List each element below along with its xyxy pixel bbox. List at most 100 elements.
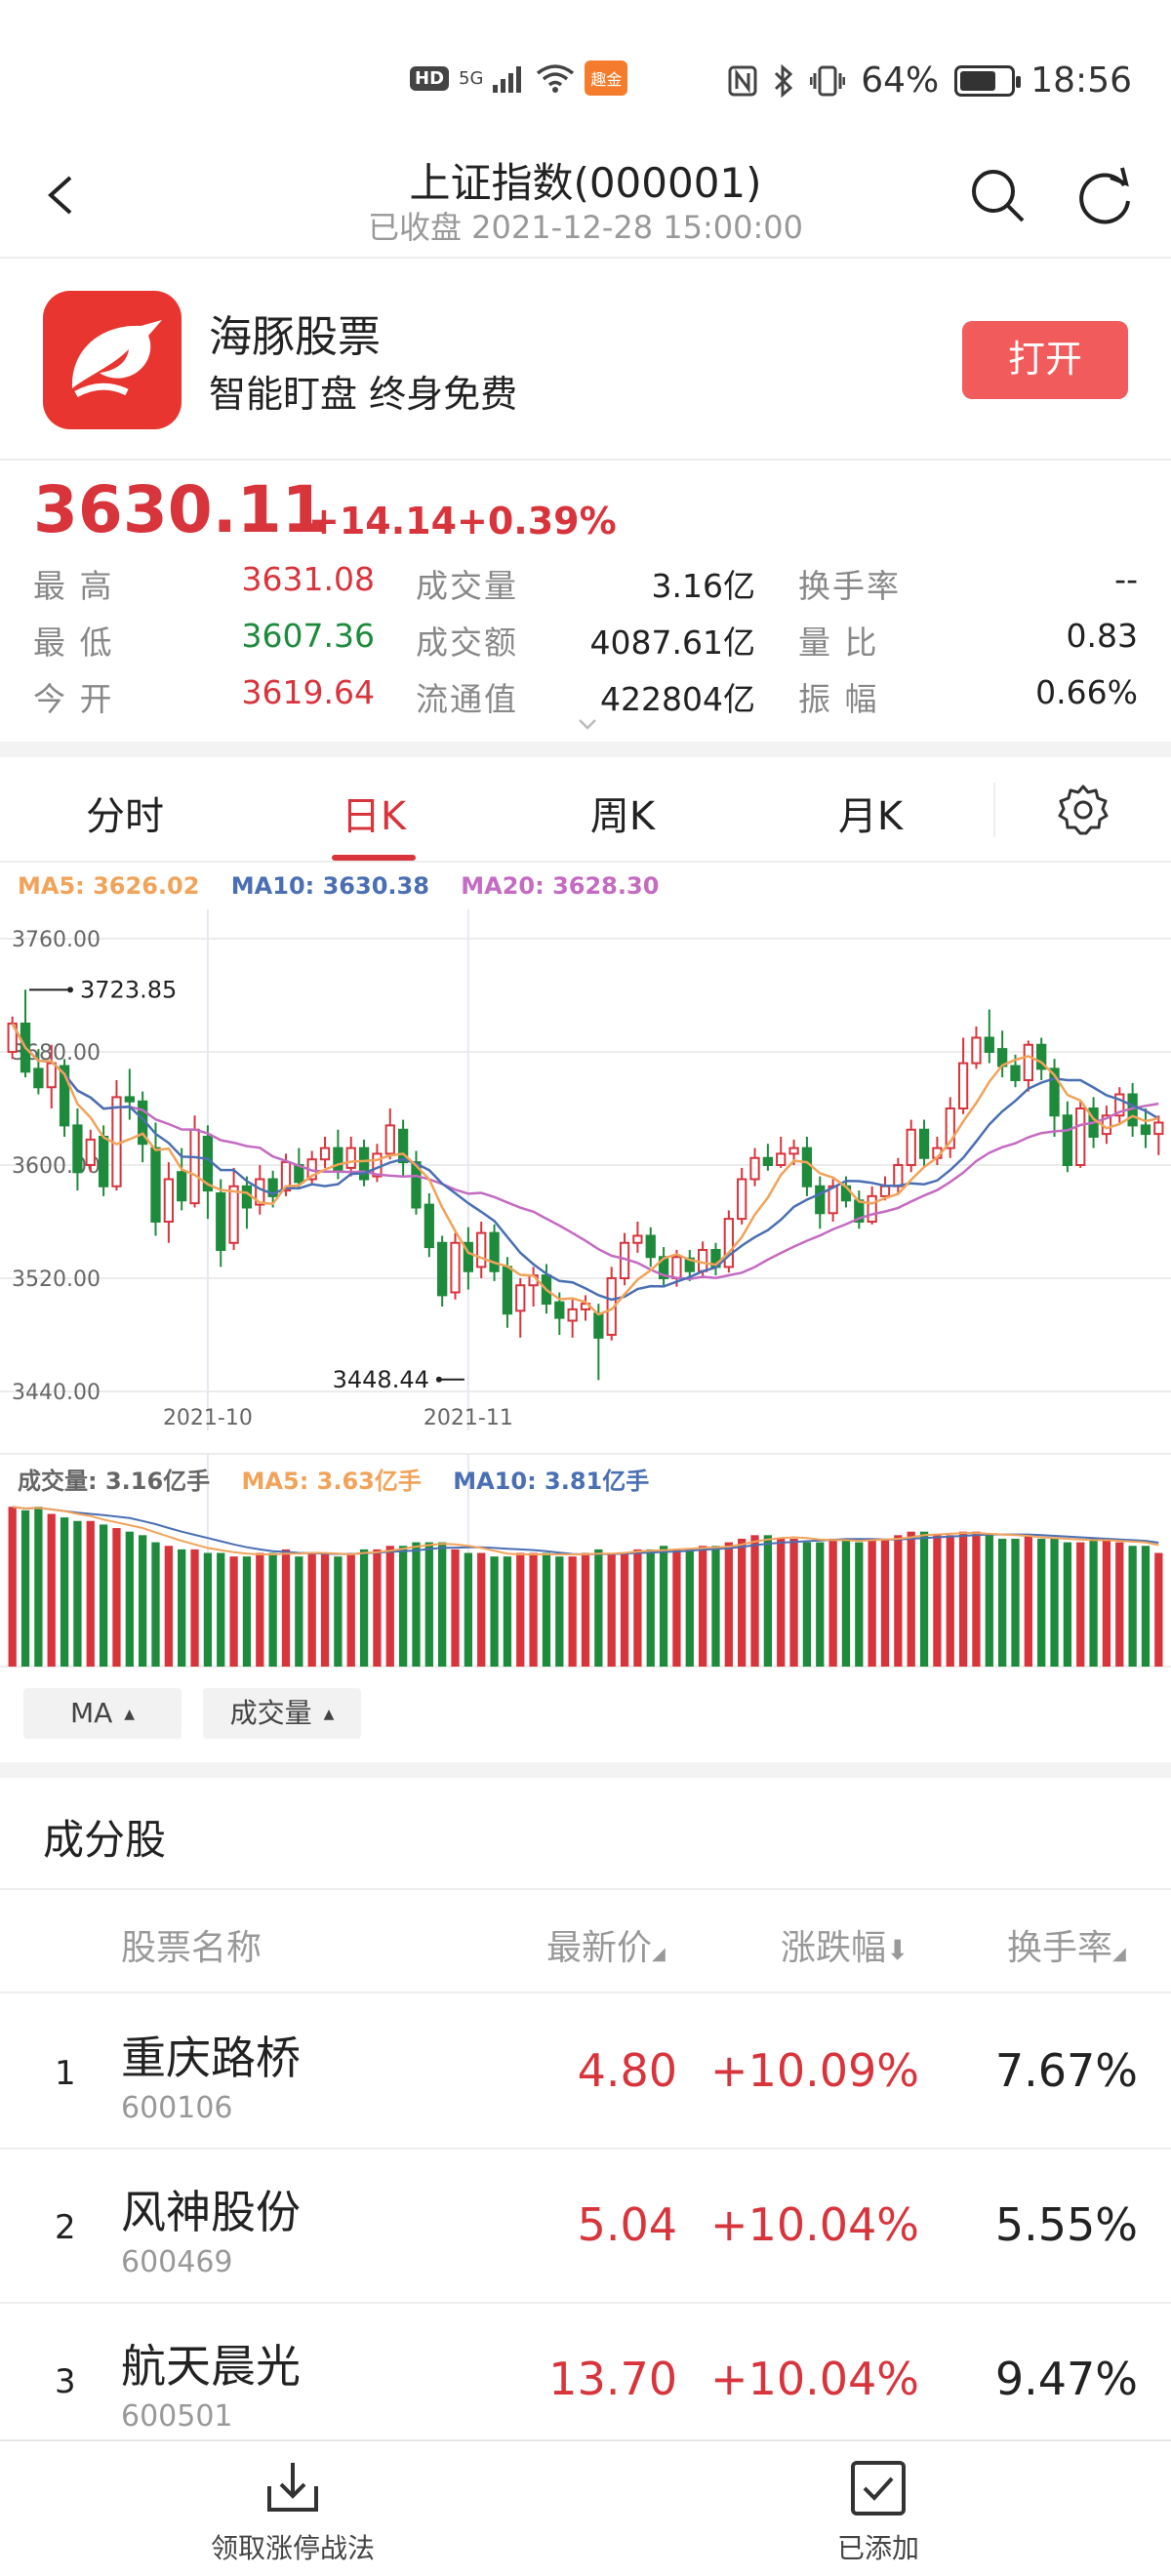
header-stock-name: 股票名称 [121, 1928, 262, 1968]
volume-bar [99, 1524, 108, 1667]
stock-change: +10.04% [710, 2198, 919, 2251]
volume-bar [346, 1552, 355, 1667]
candle-body [567, 1308, 578, 1322]
stock-turnover: 5.55% [994, 2198, 1138, 2251]
stat-label: 振 幅 [798, 680, 879, 718]
stock-row[interactable]: 1 重庆路桥 600106 4.80 +10.09% 7.67% [0, 1995, 1171, 2150]
volume-ma5-line [12, 1506, 1159, 1556]
volume-bar [424, 1542, 433, 1667]
dropdown-arrow-icon: ▲ [323, 1707, 335, 1722]
search-icon[interactable] [966, 164, 1029, 226]
volume-indicator-button[interactable]: 成交量 ▲ [203, 1688, 361, 1739]
hd-badge: HD [410, 65, 450, 91]
volume-bar [229, 1556, 238, 1667]
app-ad-banner[interactable]: 海豚股票 智能盯盘 终身免费 打开 [0, 261, 1171, 461]
stock-code: 600469 [121, 2245, 233, 2279]
ma10-legend: MA10: 3630.38 [230, 872, 429, 900]
volume-bar [112, 1528, 121, 1667]
clock: 18:56 [1030, 60, 1132, 101]
header-change-percent[interactable]: 涨跌幅⬇ [781, 1919, 909, 1970]
expand-chevron-icon[interactable] [578, 718, 597, 732]
stock-name: 风神股份 [121, 2186, 301, 2238]
volume-bar [698, 1546, 707, 1667]
tab-weekly-k[interactable]: 周K [589, 794, 656, 839]
candle-body [33, 1067, 44, 1089]
tab-intraday[interactable]: 分时 [86, 794, 164, 839]
volume-bar [1011, 1538, 1020, 1667]
battery-icon [954, 64, 1022, 97]
kline-svg[interactable]: 2021-10 2021-113760.003680.003600.003520.… [0, 865, 1171, 1684]
candle-body [867, 1194, 877, 1223]
volume-bar [385, 1546, 394, 1667]
limit-up-strategy-button[interactable]: 领取涨停战法 [176, 2459, 410, 2566]
volume-bar [750, 1535, 759, 1667]
header-latest-price[interactable]: 最新价◢ [546, 1919, 666, 1970]
candle-body [515, 1284, 526, 1312]
candle-body [150, 1147, 161, 1224]
stat-value: 3631.08 [241, 560, 375, 598]
y-tick-label: 3520.00 [12, 1268, 101, 1292]
volume-bar [958, 1531, 968, 1667]
header-turnover[interactable]: 换手率◢ [1007, 1919, 1126, 1970]
candle-body [801, 1147, 813, 1187]
volume-bar [1115, 1542, 1124, 1667]
header-latest-price-label: 最新价 [546, 1928, 653, 1968]
volume-bar [320, 1552, 330, 1667]
stock-row[interactable]: 3 航天晨光 600501 13.70 +10.04% 9.47% [0, 2304, 1171, 2458]
x-tick-label: 2021-11 [424, 1406, 513, 1430]
kline-chart[interactable]: 2021-10 2021-11 3760.00 3680.00 3600.00 3520.… [0, 865, 1171, 1668]
stock-turnover: 9.47% [994, 2353, 1138, 2405]
volume-bar [868, 1538, 876, 1667]
volume-bar [529, 1552, 538, 1667]
stock-rank: 2 [55, 2208, 76, 2247]
ma-indicator-button[interactable]: MA ▲ [23, 1688, 182, 1739]
tab-daily-k[interactable]: 日K [341, 794, 407, 839]
price-change-percent: +0.39% [457, 500, 617, 543]
candle-body [476, 1231, 487, 1268]
sort-icon: ◢ [652, 1944, 666, 1964]
candle-body [1062, 1114, 1073, 1166]
candle-body [971, 1036, 982, 1065]
stock-row[interactable]: 2 风神股份 600469 5.04 +10.04% 5.55% [0, 2150, 1171, 2304]
open-app-button[interactable]: 打开 [962, 321, 1128, 399]
refresh-icon[interactable] [1073, 164, 1136, 226]
price-change: +14.14 [308, 500, 458, 543]
volume-bar [555, 1556, 564, 1667]
volume-bar [203, 1552, 213, 1667]
volume-bar [477, 1552, 486, 1667]
constituents-header: 股票名称 最新价◢ 涨跌幅⬇ 换手率◢ [0, 1888, 1171, 1993]
candle-body [1114, 1093, 1125, 1117]
volume-bar [594, 1549, 603, 1667]
stock-turnover: 7.67% [994, 2044, 1138, 2097]
status-left-icons: HD 5G 趣金 [410, 60, 628, 96]
candle-body [658, 1256, 669, 1279]
stat-value: 0.66% [1035, 673, 1138, 711]
candle-body [411, 1161, 422, 1209]
gear-icon[interactable] [1056, 783, 1110, 837]
back-icon[interactable] [41, 176, 80, 215]
stat-label: 成交额 [416, 624, 518, 662]
candle-body [723, 1218, 734, 1268]
volume-bar [789, 1538, 798, 1667]
volume-bar [438, 1542, 447, 1667]
volume-bar [307, 1552, 316, 1667]
x-tick-label: 2021-10 [163, 1406, 253, 1430]
volume-ma5-legend: MA5: 3.63亿手 [241, 1468, 422, 1495]
ma20-legend: MA20: 3628.30 [461, 872, 660, 900]
volume-bar [1154, 1552, 1163, 1667]
volume-bar [268, 1552, 277, 1667]
volume-bar [841, 1538, 851, 1667]
added-watchlist-button[interactable]: 已添加 [761, 2459, 995, 2566]
stock-name: 航天晨光 [121, 2340, 301, 2393]
status-bar: HD 5G 趣金 64% 18:56 [0, 0, 1171, 146]
stock-name: 重庆路桥 [121, 2032, 301, 2084]
volume-bar [190, 1549, 199, 1667]
candle-body [762, 1156, 774, 1166]
volume-bar [34, 1507, 43, 1667]
section-divider [0, 1762, 1171, 1778]
volume-button-label: 成交量 [229, 1697, 312, 1729]
candle-body [554, 1301, 565, 1319]
tab-monthly-k[interactable]: 月K [837, 794, 904, 839]
volume-bar [855, 1542, 864, 1667]
added-label: 已添加 [836, 2532, 919, 2564]
